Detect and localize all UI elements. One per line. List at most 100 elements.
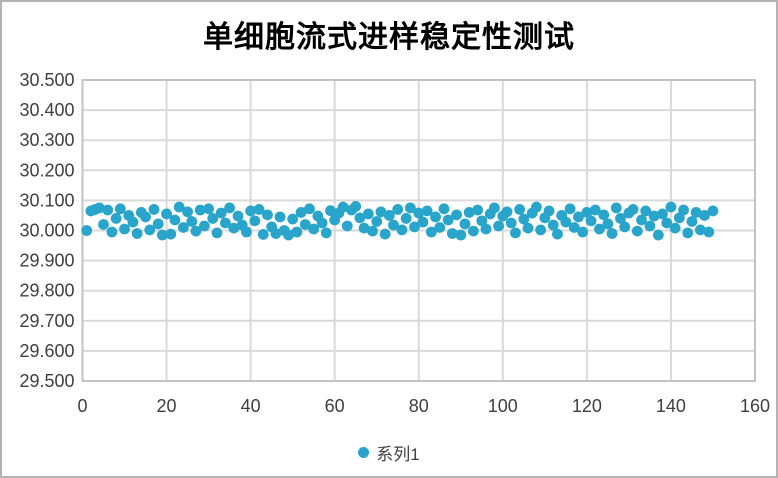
y-axis-tick-label: 30.200 — [19, 160, 74, 180]
data-point — [106, 226, 118, 238]
data-point — [657, 208, 668, 220]
data-point — [480, 223, 492, 235]
data-point — [156, 229, 168, 241]
data-point — [552, 228, 563, 240]
data-point — [665, 201, 677, 213]
legend: 系列1 — [2, 440, 776, 465]
data-point — [140, 211, 151, 223]
data-point — [560, 216, 572, 228]
data-point — [127, 216, 139, 228]
data-point — [211, 227, 223, 239]
data-point — [682, 227, 694, 239]
data-point — [371, 216, 383, 227]
data-point — [606, 228, 618, 239]
data-point — [400, 213, 412, 224]
data-point — [669, 222, 681, 234]
data-point — [568, 222, 580, 233]
data-point — [421, 205, 433, 217]
data-point — [169, 214, 181, 226]
data-point — [198, 220, 210, 232]
data-point — [694, 224, 706, 236]
data-point — [438, 203, 450, 215]
data-point — [165, 228, 177, 240]
data-point — [690, 207, 702, 218]
data-point — [409, 221, 420, 233]
x-axis-tick-label: 100 — [488, 396, 518, 416]
y-axis-tick-label: 30.500 — [19, 70, 74, 90]
data-point — [224, 202, 236, 214]
data-point — [299, 219, 311, 230]
data-point — [358, 222, 370, 234]
data-point — [220, 217, 231, 229]
x-axis-tick-label: 120 — [572, 396, 602, 416]
data-point — [375, 206, 387, 218]
data-point — [678, 204, 689, 216]
y-axis-tick-label: 30.400 — [19, 100, 74, 120]
data-point — [274, 211, 286, 223]
data-point — [703, 226, 715, 238]
data-point — [379, 228, 391, 240]
x-axis-tick-label: 80 — [409, 396, 429, 416]
data-point — [434, 222, 446, 233]
data-point — [194, 204, 206, 216]
data-point — [589, 204, 601, 216]
data-point — [707, 205, 719, 217]
data-point — [203, 203, 214, 215]
x-axis-tick-label: 140 — [656, 396, 686, 416]
data-point — [476, 215, 488, 227]
data-point — [93, 202, 105, 214]
data-point — [81, 225, 93, 236]
data-point — [287, 213, 299, 225]
y-axis-tick-label: 30.100 — [19, 190, 74, 210]
data-point — [182, 206, 193, 218]
data-point — [442, 214, 454, 226]
data-point — [119, 223, 130, 235]
data-point — [173, 201, 185, 213]
data-point — [581, 207, 593, 218]
legend-series-marker-icon — [358, 447, 370, 458]
data-point — [308, 223, 320, 235]
data-point — [467, 225, 479, 237]
data-point — [383, 210, 395, 221]
data-point — [190, 225, 202, 237]
data-point — [413, 207, 425, 219]
legend-series-label: 系列1 — [376, 445, 420, 464]
data-point — [648, 210, 660, 222]
data-point — [396, 224, 408, 236]
data-point — [699, 210, 710, 221]
data-point — [291, 226, 303, 238]
x-axis-tick-label: 60 — [325, 396, 345, 416]
data-point — [341, 220, 353, 232]
data-point — [610, 202, 622, 214]
data-point — [295, 207, 307, 218]
data-point — [518, 213, 530, 225]
data-point — [636, 214, 647, 226]
data-point — [531, 201, 542, 213]
data-point — [367, 225, 378, 237]
data-point — [388, 219, 399, 231]
data-point — [505, 217, 517, 229]
data-point — [207, 213, 219, 224]
data-point — [110, 213, 122, 224]
data-point — [594, 223, 605, 235]
data-point — [522, 222, 534, 234]
data-point — [232, 210, 244, 222]
data-point — [325, 205, 336, 217]
data-point — [451, 209, 462, 221]
data-point — [392, 204, 404, 215]
y-axis-tick-label: 30.300 — [19, 130, 74, 150]
data-point — [131, 228, 143, 239]
data-point — [316, 217, 328, 229]
data-point — [215, 207, 227, 219]
data-point — [501, 206, 513, 218]
data-point — [320, 227, 332, 239]
data-point — [425, 226, 437, 238]
y-axis-tick-label: 29.500 — [19, 371, 74, 391]
data-point — [337, 201, 349, 213]
x-axis-tick-label: 0 — [77, 396, 87, 416]
data-point — [362, 208, 374, 220]
data-point — [241, 226, 252, 238]
data-point — [661, 217, 673, 229]
